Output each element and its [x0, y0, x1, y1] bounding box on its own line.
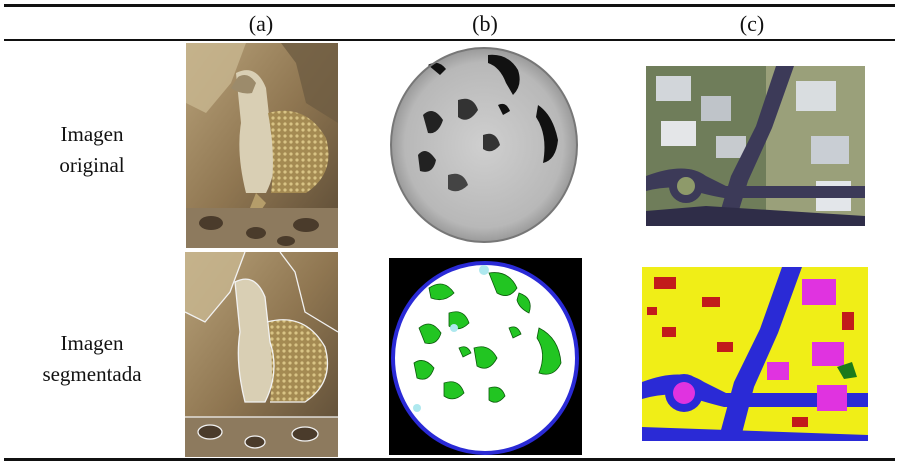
lizard-original-image: [186, 43, 338, 248]
row-label-line: original: [59, 153, 125, 177]
table-top-rule: [4, 4, 895, 7]
sample-original-image: [388, 45, 580, 245]
column-header-a: (a): [248, 11, 274, 36]
column-header-b: (b): [472, 11, 498, 36]
table-header-rule: [4, 39, 895, 41]
row-label-line: segmentada: [42, 362, 142, 386]
row-label-segmented: Imagen segmentada: [17, 328, 167, 390]
table-bottom-rule: [4, 458, 895, 461]
row-label-original: Imagen original: [17, 119, 167, 181]
aerial-original-image: [646, 66, 865, 226]
sample-segmented-image: [389, 258, 582, 455]
lizard-segmented-image: [185, 252, 338, 457]
row-label-line: Imagen: [60, 331, 124, 355]
aerial-segmented-image: [642, 267, 868, 441]
column-header-c: (c): [739, 11, 765, 36]
row-label-line: Imagen: [60, 122, 124, 146]
